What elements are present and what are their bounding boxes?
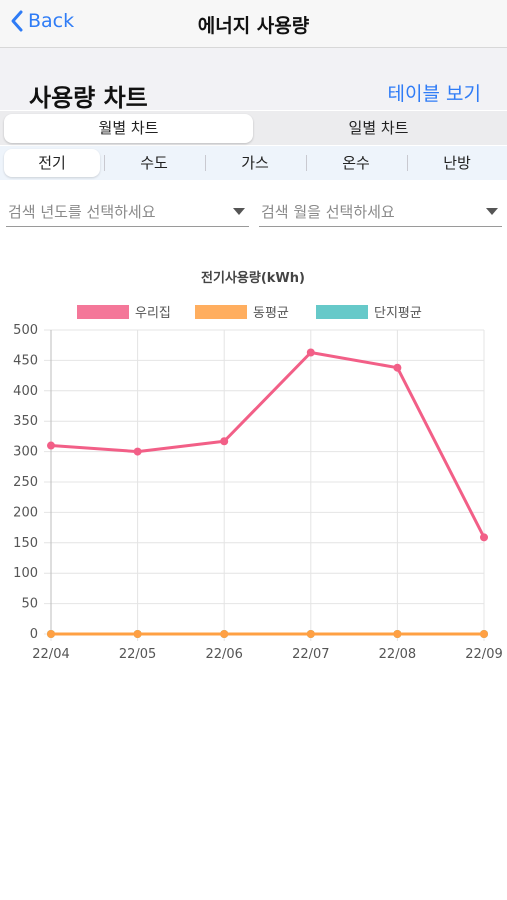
chevron-left-icon bbox=[11, 10, 23, 32]
header-area bbox=[0, 48, 507, 110]
electricity-usage-chart: 전기사용량(kWh) 우리집 동평균 단지평균 0 50 100 150 200 250 300 35… bbox=[13, 270, 503, 662]
tab-electricity[interactable]: 전기 bbox=[4, 149, 100, 177]
data-point bbox=[480, 533, 488, 542]
tab-divider bbox=[104, 155, 105, 171]
y-tick-label: 400 bbox=[13, 384, 38, 399]
x-tick-label: 22/04 bbox=[32, 647, 69, 662]
nav-bar: Back 에너지 사용량 bbox=[0, 0, 507, 48]
legend-label: 단지평균 bbox=[374, 306, 422, 321]
legend-swatch bbox=[316, 305, 368, 319]
year-select-placeholder: 검색 년도를 선택하세요 bbox=[8, 203, 156, 221]
series-line bbox=[50, 350, 486, 539]
legend-label: 우리집 bbox=[135, 306, 171, 321]
y-tick-label: 250 bbox=[13, 475, 38, 490]
table-view-link[interactable]: 테이블 보기 bbox=[387, 83, 481, 105]
y-tick-label: 350 bbox=[13, 414, 38, 429]
x-tick-label: 22/08 bbox=[379, 647, 416, 662]
tab-heating[interactable]: 난방 bbox=[443, 154, 471, 172]
back-button[interactable]: Back bbox=[10, 9, 74, 33]
y-tick-label: 100 bbox=[13, 566, 38, 581]
data-point bbox=[393, 363, 402, 372]
tab-gas[interactable]: 가스 bbox=[241, 154, 269, 172]
page-title: 사용량 차트 bbox=[29, 84, 148, 112]
legend-label: 동평균 bbox=[253, 306, 289, 321]
data-point bbox=[306, 348, 315, 357]
month-select[interactable]: 검색 월을 선택하세요 bbox=[259, 196, 502, 227]
chart-title: 전기사용량(kWh) bbox=[201, 270, 305, 286]
tab-water[interactable]: 수도 bbox=[140, 154, 168, 172]
data-point bbox=[480, 630, 488, 638]
nav-title: 에너지 사용량 bbox=[197, 15, 310, 37]
y-tick-label: 50 bbox=[21, 597, 38, 612]
tab-divider bbox=[306, 155, 307, 171]
data-point bbox=[133, 630, 142, 638]
legend-swatch bbox=[195, 305, 247, 319]
tab-divider bbox=[205, 155, 206, 171]
back-label: Back bbox=[28, 10, 75, 32]
x-tick-label: 22/07 bbox=[292, 647, 329, 662]
data-point bbox=[133, 447, 142, 456]
y-tick-label: 200 bbox=[13, 505, 38, 520]
tab-monthly-chart[interactable]: 월별 차트 bbox=[4, 114, 253, 143]
tab-daily-chart[interactable]: 일별 차트 bbox=[348, 119, 409, 137]
tab-divider bbox=[407, 155, 408, 171]
y-tick-label: 0 bbox=[30, 627, 38, 642]
data-point bbox=[220, 437, 229, 446]
y-tick-label: 450 bbox=[13, 353, 38, 368]
data-point bbox=[393, 630, 402, 638]
month-select-placeholder: 검색 월을 선택하세요 bbox=[261, 203, 395, 221]
x-tick-label: 22/09 bbox=[465, 647, 502, 662]
y-tick-label: 300 bbox=[13, 445, 38, 460]
tab-hot-water[interactable]: 온수 bbox=[342, 154, 370, 172]
y-tick-label: 150 bbox=[13, 536, 38, 551]
x-tick-label: 22/05 bbox=[119, 647, 156, 662]
caret-down-icon bbox=[486, 208, 498, 215]
utility-segment: 전기 수도 가스 온수 난방 bbox=[0, 146, 507, 180]
data-point bbox=[306, 630, 315, 638]
chart-type-segment: 월별 차트 일별 차트 bbox=[0, 111, 507, 145]
year-select[interactable]: 검색 년도를 선택하세요 bbox=[6, 196, 249, 227]
data-point bbox=[47, 630, 55, 638]
x-tick-label: 22/06 bbox=[205, 647, 242, 662]
data-point bbox=[47, 441, 55, 450]
legend-swatch bbox=[77, 305, 129, 319]
caret-down-icon bbox=[233, 208, 245, 215]
data-point bbox=[220, 630, 229, 638]
y-tick-label: 500 bbox=[13, 323, 38, 338]
